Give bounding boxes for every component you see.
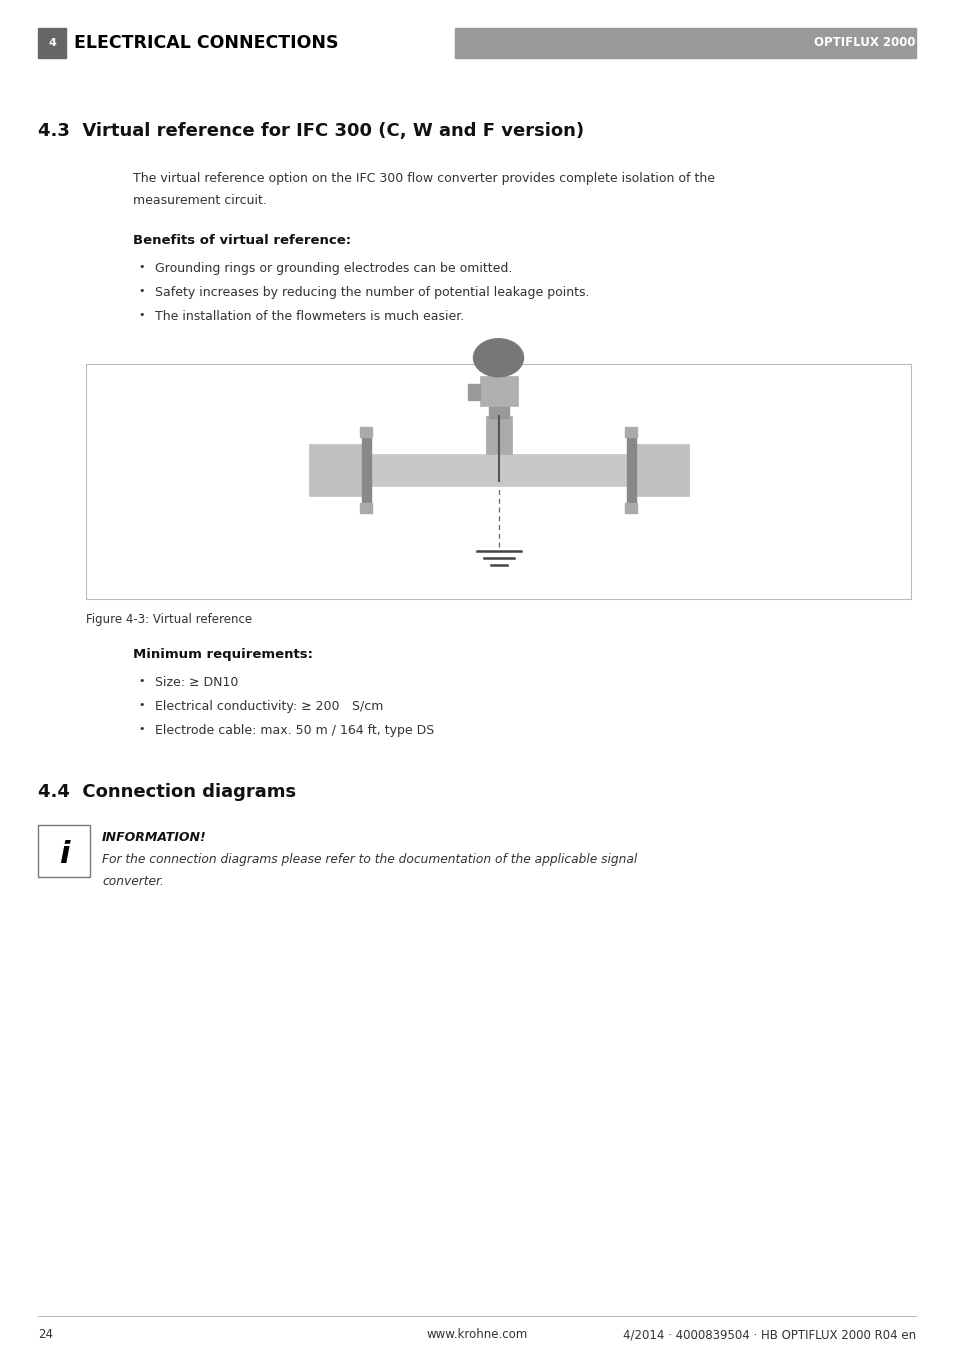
Text: The installation of the flowmeters is much easier.: The installation of the flowmeters is mu… [154,309,464,323]
Bar [359,427,372,436]
Bar [38,825,90,877]
Text: 24: 24 [38,1328,53,1342]
Text: 4.4  Connection diagrams: 4.4 Connection diagrams [38,784,295,801]
Text: ELECTRICAL CONNECTIONS: ELECTRICAL CONNECTIONS [74,34,338,51]
Bar [488,405,508,417]
Text: www.krohne.com: www.krohne.com [426,1328,527,1342]
Bar [626,436,635,504]
Text: Minimum requirements:: Minimum requirements: [132,648,313,661]
Text: •: • [138,724,144,734]
Bar [624,503,637,513]
Text: OPTIFLUX 2000: OPTIFLUX 2000 [814,36,915,50]
Text: Safety increases by reducing the number of potential leakage points.: Safety increases by reducing the number … [154,286,589,299]
Text: i: i [59,839,70,869]
Bar [624,427,637,436]
Text: INFORMATION!: INFORMATION! [102,831,207,844]
Text: •: • [138,262,144,272]
Bar [455,28,915,58]
Text: Figure 4-3: Virtual reference: Figure 4-3: Virtual reference [86,613,252,626]
Bar [633,443,688,496]
Ellipse shape [473,339,523,377]
Text: Electrode cable: max. 50 m / 164 ft, type DS: Electrode cable: max. 50 m / 164 ft, typ… [154,724,434,738]
Text: measurement circuit.: measurement circuit. [132,195,267,207]
Text: •: • [138,676,144,686]
Text: converter.: converter. [102,875,164,888]
Text: Grounding rings or grounding electrodes can be omitted.: Grounding rings or grounding electrodes … [154,262,512,276]
Text: Benefits of virtual reference:: Benefits of virtual reference: [132,234,351,247]
Bar [38,28,66,58]
Text: 4: 4 [48,38,56,49]
Text: 4/2014 · 4000839504 · HB OPTIFLUX 2000 R04 en: 4/2014 · 4000839504 · HB OPTIFLUX 2000 R… [622,1328,915,1342]
Text: •: • [138,700,144,711]
Text: For the connection diagrams please refer to the documentation of the applicable : For the connection diagrams please refer… [102,852,637,866]
Bar [468,384,480,400]
Bar [308,443,363,496]
Bar [86,363,910,598]
Bar [359,503,372,513]
Bar [485,416,511,454]
Text: 4.3  Virtual reference for IFC 300 (C, W and F version): 4.3 Virtual reference for IFC 300 (C, W … [38,122,583,141]
Text: Size: ≥ DN10: Size: ≥ DN10 [154,676,238,689]
Text: Electrical conductivity: ≥ 200 S/cm: Electrical conductivity: ≥ 200 S/cm [154,700,383,713]
Bar [363,454,633,486]
Bar [361,436,370,504]
Text: •: • [138,309,144,320]
Bar [479,376,517,405]
Text: •: • [138,286,144,296]
Text: The virtual reference option on the IFC 300 flow converter provides complete iso: The virtual reference option on the IFC … [132,172,714,185]
